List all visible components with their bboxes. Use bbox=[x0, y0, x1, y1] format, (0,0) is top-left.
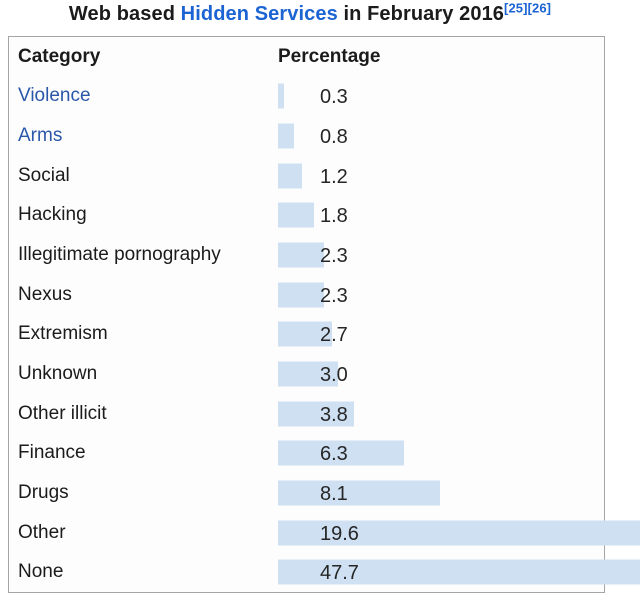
percentage-value: 2.7 bbox=[320, 324, 348, 347]
percentage-bar bbox=[278, 480, 440, 506]
title-text-prefix: Web based bbox=[68, 3, 181, 25]
percentage-value: 2.3 bbox=[320, 244, 348, 267]
percentage-value: 3.0 bbox=[320, 363, 348, 386]
chart-title: Web based Hidden Services in February 20… bbox=[0, 0, 630, 26]
category-label: Drugs bbox=[18, 481, 69, 503]
percentage-bar bbox=[278, 559, 640, 585]
percentage-value: 0.8 bbox=[320, 125, 348, 148]
percentage-bar bbox=[278, 282, 324, 308]
category-label: Other illicit bbox=[18, 402, 107, 424]
category-link[interactable]: Arms bbox=[18, 125, 63, 147]
percentage-value: 47.7 bbox=[320, 562, 359, 585]
category-label: Other bbox=[18, 521, 66, 543]
table-row: Violence 0.3 bbox=[9, 77, 604, 117]
title-references: [25][26] bbox=[504, 0, 551, 15]
table-row: Illegitimate pornography 2.3 bbox=[9, 235, 604, 275]
percentage-bar bbox=[278, 321, 332, 347]
table-row: Nexus 2.3 bbox=[9, 275, 604, 315]
category-label: Extremism bbox=[18, 323, 108, 345]
percentage-value: 3.8 bbox=[320, 403, 348, 426]
table-row: Arms 0.8 bbox=[9, 116, 604, 156]
category-label: Unknown bbox=[18, 362, 98, 384]
table-row: Other 19.6 bbox=[9, 513, 640, 553]
percentage-bar bbox=[278, 520, 640, 545]
hidden-services-link[interactable]: Hidden Services bbox=[180, 3, 338, 25]
category-column-header: Category bbox=[18, 45, 101, 67]
category-label: Social bbox=[18, 164, 70, 186]
title-text-suffix: in February 2016 bbox=[337, 3, 505, 25]
ref-26-link[interactable]: [26] bbox=[527, 0, 552, 16]
percentage-bar bbox=[278, 123, 294, 149]
table-row: Finance 6.3 bbox=[9, 433, 604, 473]
table-row: Social 1.2 bbox=[9, 156, 604, 196]
percentage-value: 2.3 bbox=[320, 284, 348, 307]
percentage-column-header: Percentage bbox=[278, 45, 381, 67]
percentage-value: 1.8 bbox=[320, 205, 348, 228]
category-label: Nexus bbox=[18, 283, 72, 305]
percentage-bar bbox=[278, 163, 302, 189]
hidden-services-table: Category Percentage Violence 0.3 Arms 0.… bbox=[8, 36, 640, 593]
percentage-bar bbox=[278, 202, 314, 228]
ref-25-link[interactable]: [25] bbox=[504, 0, 528, 16]
category-label: Finance bbox=[18, 442, 86, 464]
percentage-value: 0.3 bbox=[320, 86, 348, 109]
percentage-value: 6.3 bbox=[320, 443, 348, 466]
percentage-value: 1.2 bbox=[320, 165, 348, 188]
category-link[interactable]: Violence bbox=[18, 85, 91, 107]
category-label: None bbox=[18, 561, 64, 583]
table-row: Other illicit 3.8 bbox=[9, 394, 604, 434]
percentage-value: 19.6 bbox=[320, 522, 359, 545]
percentage-bar bbox=[278, 242, 324, 268]
table-row: Unknown 3.0 bbox=[9, 354, 604, 394]
category-label: Arms bbox=[9, 125, 62, 147]
table-row: Extremism 2.7 bbox=[9, 314, 604, 354]
category-label: Illegitimate pornography bbox=[18, 244, 221, 266]
percentage-bar bbox=[278, 401, 354, 427]
percentage-value: 8.1 bbox=[320, 482, 348, 505]
category-label: Hacking bbox=[18, 204, 87, 226]
table-row: Hacking 1.8 bbox=[9, 196, 604, 236]
percentage-bar bbox=[278, 83, 284, 109]
table-row: Drugs 8.1 bbox=[9, 473, 604, 513]
percentage-bar bbox=[278, 361, 338, 387]
table-header-row: Category Percentage bbox=[9, 37, 604, 77]
percentage-bar bbox=[278, 440, 404, 466]
table-row: None 47.7 bbox=[9, 552, 640, 592]
category-label: Violence bbox=[9, 85, 91, 107]
